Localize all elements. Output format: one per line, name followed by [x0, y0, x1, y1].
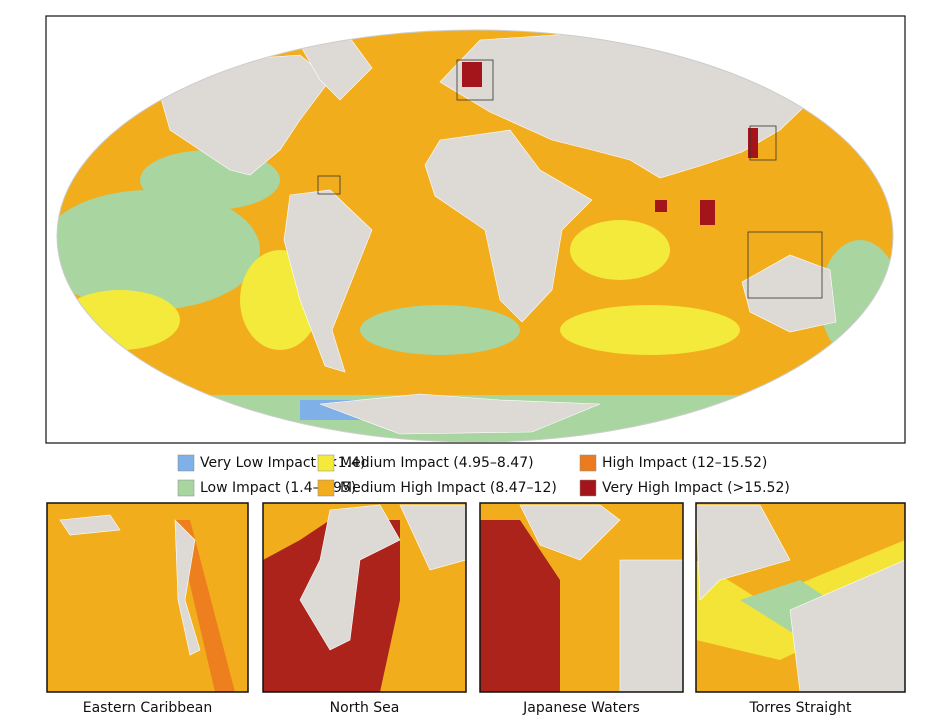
inset-frame	[262, 502, 467, 693]
inset-frame	[695, 502, 906, 693]
legend-swatch	[177, 454, 195, 472]
legend-label: Medium Impact (4.95–8.47)	[340, 455, 534, 471]
legend-swatch	[579, 479, 597, 497]
inset-frame	[46, 502, 249, 693]
legend-label: Medium High Impact (8.47–12)	[340, 480, 557, 496]
inset-caption: Japanese Waters	[522, 700, 640, 716]
inset-hotspot	[480, 520, 560, 692]
world-map	[57, 30, 893, 442]
legend-swatch	[177, 479, 195, 497]
legend-label: Very High Impact (>15.52)	[602, 480, 790, 496]
inset-frame	[479, 502, 684, 693]
legend-swatch	[317, 479, 335, 497]
legend-label: High Impact (12–15.52)	[602, 455, 767, 471]
legend-swatch	[579, 454, 597, 472]
legend-label: Low Impact (1.4–4.95)	[200, 480, 356, 496]
insets: Eastern Caribbean North Sea Japanese Water…	[46, 502, 906, 716]
inset-caption: North Sea	[330, 700, 400, 716]
inset-markers	[317, 59, 823, 299]
inset-caption: Torres Straight	[749, 700, 852, 716]
inset-caption: Eastern Caribbean	[83, 700, 213, 716]
legend: Very Low Impact (<1.4)Low Impact (1.4–4.…	[177, 454, 790, 497]
inset-land	[59, 514, 201, 656]
legend-swatch	[317, 454, 335, 472]
